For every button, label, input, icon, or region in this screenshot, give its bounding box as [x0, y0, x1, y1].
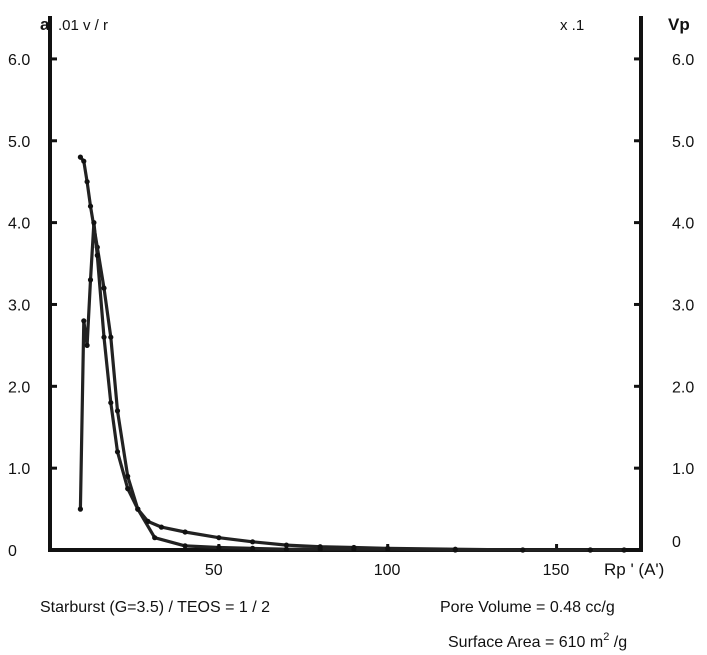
surface-area-suffix: /g: [609, 634, 627, 651]
data-point: [283, 546, 289, 552]
x-tick-label: 100: [374, 562, 401, 579]
right-y-tick-label: 6.0: [672, 52, 694, 69]
data-point: [182, 529, 188, 535]
data-point: [216, 544, 222, 551]
x-axis-label: Rp ' (A'): [604, 560, 664, 579]
data-point: [145, 518, 151, 525]
x-tick-label: 150: [543, 562, 570, 579]
data-point: [587, 547, 593, 553]
data-point: [77, 506, 83, 512]
right-y-tick-label: 0: [672, 534, 681, 551]
surface-area-sup: 2: [603, 631, 609, 643]
data-point: [108, 334, 114, 340]
data-point: [87, 277, 94, 283]
data-point: [520, 547, 526, 553]
series-group: [77, 154, 627, 553]
left-y-tick-label: 1.0: [8, 461, 30, 478]
series-line-1: [78, 155, 626, 552]
right-scale-factor: x .1: [560, 17, 584, 34]
left-y-tick-label: 2.0: [8, 379, 30, 396]
pore-volume-text: Pore Volume = 0.48 cc/g: [440, 599, 615, 616]
data-point: [385, 545, 391, 552]
right-axis-label: Vp: [668, 15, 690, 34]
data-point: [101, 285, 107, 291]
left-y-tick-label: 5.0: [8, 134, 30, 151]
right-y-tick-label: 5.0: [672, 134, 694, 151]
right-y-tick-label: 1.0: [672, 461, 694, 478]
data-point: [125, 473, 131, 479]
surface-area-prefix: Surface Area = 610 m: [448, 634, 603, 651]
data-point: [81, 318, 87, 324]
data-point: [108, 400, 114, 406]
data-point: [250, 539, 256, 545]
data-point: [81, 158, 87, 164]
right-y-tick-label: 3.0: [672, 297, 694, 314]
right-y-tick-label: 2.0: [672, 379, 694, 396]
left-y-tick-label: 6.0: [8, 52, 30, 69]
data-point: [351, 544, 357, 551]
left-axis-units: .01 v / r: [58, 17, 108, 34]
left-y-tick-label: 3.0: [8, 297, 30, 314]
left-y-tick-label: 0: [8, 543, 17, 560]
data-point: [84, 179, 90, 185]
data-point: [94, 252, 100, 258]
data-point: [125, 486, 131, 492]
data-point: [317, 544, 323, 550]
data-point: [114, 449, 121, 455]
left-axis-label: a: [40, 15, 50, 34]
data-point: [158, 524, 164, 530]
data-point: [216, 535, 222, 541]
tick-group: 0 1.0 2.0 3.0 4.0 5.0 6.0 0 1.0 2.0 3.0 4.0 5.0 6.0 50…: [8, 52, 694, 579]
data-point: [114, 408, 121, 414]
right-y-tick-label: 4.0: [672, 216, 694, 233]
series-line-2: [78, 221, 626, 552]
data-point: [84, 342, 90, 348]
x-tick-label: 50: [205, 562, 223, 579]
data-point: [135, 506, 141, 512]
data-point: [283, 542, 289, 548]
surface-area-text: Surface Area = 610 m2 /g: [448, 631, 627, 651]
data-point: [621, 547, 627, 553]
left-y-tick-label: 4.0: [8, 216, 30, 233]
chart-caption: Starburst (G=3.5) / TEOS = 1 / 2: [40, 599, 270, 616]
data-point: [452, 546, 458, 552]
data-point: [87, 203, 94, 209]
data-point: [101, 334, 107, 340]
data-point: [250, 545, 256, 552]
data-point: [91, 220, 97, 226]
data-point: [182, 543, 188, 549]
data-point: [77, 154, 83, 160]
data-point: [152, 535, 158, 541]
